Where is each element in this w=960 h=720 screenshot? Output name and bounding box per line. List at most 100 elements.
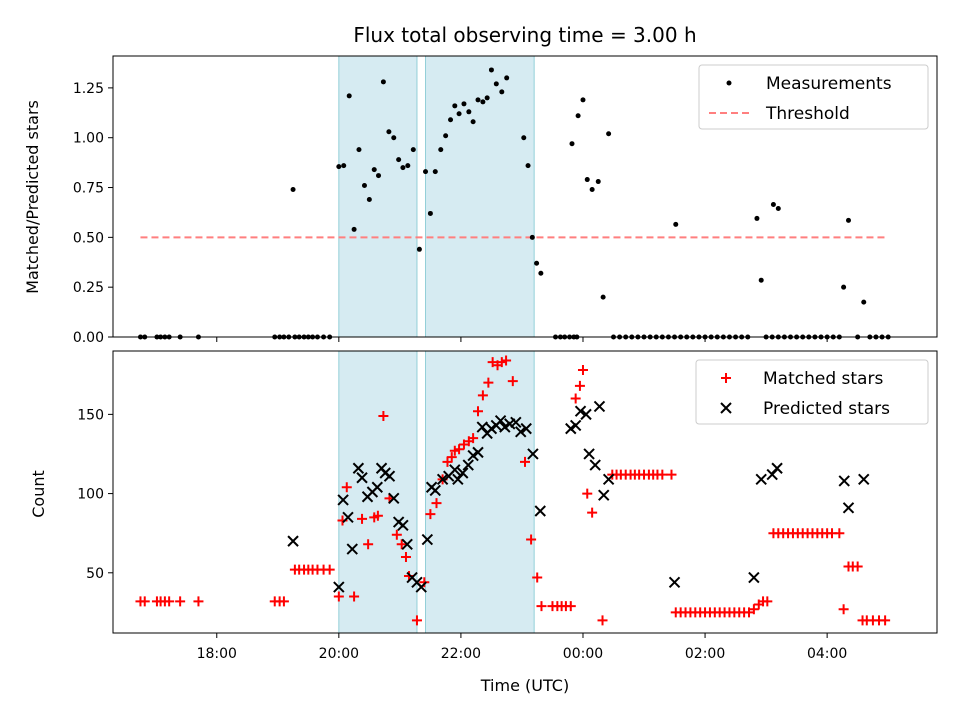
predicted-star-point <box>462 459 474 471</box>
predicted-star-point <box>401 538 413 550</box>
matched-star-point <box>526 534 537 545</box>
matched-star-point <box>501 355 512 366</box>
measurement-point <box>775 205 781 211</box>
matched-star-point <box>532 572 543 583</box>
matched-star-point <box>468 433 479 444</box>
measurement-point <box>341 163 347 169</box>
top-y-axis-label: Matched/Predicted stars <box>23 100 42 294</box>
predicted-star-point <box>569 419 582 432</box>
matched-star-point <box>175 596 186 607</box>
measurement-point <box>534 260 540 266</box>
measurement-point <box>443 133 449 139</box>
predicted-star-point <box>534 505 546 517</box>
measurement-point <box>589 187 595 193</box>
measurement-point <box>600 294 606 300</box>
predicted-star-point <box>342 511 354 524</box>
measurement-point <box>423 169 429 175</box>
legend-label: Measurements <box>766 74 892 94</box>
matched-star-point <box>333 591 344 602</box>
matched-star-point <box>431 498 442 509</box>
matched-star-point <box>483 377 494 388</box>
predicted-star-point <box>457 467 469 479</box>
predicted-star-point <box>520 422 532 435</box>
matched-star-point <box>400 551 411 562</box>
predicted-star-point <box>583 448 595 460</box>
measurement-point <box>673 221 679 227</box>
matched-star-point <box>341 482 352 493</box>
top-axes-frame <box>112 55 938 338</box>
matched-star-point <box>748 604 759 615</box>
measurement-point <box>569 141 575 147</box>
measurement-point <box>346 93 352 99</box>
predicted-star-point <box>476 421 488 433</box>
matched-star-point <box>193 596 204 607</box>
observing-interval-2 <box>425 350 535 634</box>
measurement-point <box>290 187 296 193</box>
predicted-star-point <box>388 492 400 505</box>
predicted-star-point <box>371 481 383 493</box>
measurement-point <box>376 173 382 179</box>
measurement-point <box>861 299 867 305</box>
measurement-point <box>538 270 544 276</box>
legend-box <box>698 64 929 130</box>
predicted-star-point <box>383 470 396 482</box>
predicted-star-point <box>589 459 601 471</box>
predicted-star-point <box>748 571 760 584</box>
measurement-point <box>584 177 590 183</box>
x-axis-label: Time (UTC) <box>480 676 569 695</box>
matched-star-point <box>454 444 465 455</box>
x-tick-label: 04:00 <box>807 646 847 662</box>
measurement-point <box>488 67 494 73</box>
predicted-star-point <box>838 475 850 487</box>
measurement-point <box>448 117 454 123</box>
matched-star-point <box>411 615 422 626</box>
measurement-point <box>754 215 760 221</box>
predicted-star-point <box>397 519 409 531</box>
measurement-point <box>380 79 386 85</box>
legend-label: Matched stars <box>763 369 883 389</box>
predicted-star-point <box>436 473 449 486</box>
measurement-point <box>480 99 486 105</box>
predicted-star-point <box>593 400 606 413</box>
predicted-star-point <box>287 535 299 547</box>
measurement-point <box>427 210 433 216</box>
matched-star-point <box>425 509 436 520</box>
measurement-point <box>452 103 458 109</box>
predicted-star-point <box>421 533 434 546</box>
y-tick-label: 0.50 <box>73 230 104 246</box>
chart-title: Flux total observing time = 3.00 h <box>353 23 696 47</box>
measurement-point <box>499 89 505 95</box>
matched-star-point <box>357 513 368 524</box>
matched-star-point <box>597 615 608 626</box>
predicted-star-point <box>352 462 365 474</box>
y-tick-label: 1.25 <box>73 81 104 97</box>
bottom-y-axis-label: Count <box>29 470 48 518</box>
matched-star-point <box>570 393 581 404</box>
matched-star-point <box>446 452 457 463</box>
legend-label: Threshold <box>765 104 850 124</box>
measurement-point <box>396 157 402 163</box>
matched-star-point <box>520 456 530 467</box>
predicted-star-point <box>337 494 349 506</box>
legend-label: Predicted stars <box>763 399 890 419</box>
matched-star-point <box>587 507 598 518</box>
measurement-point <box>529 234 535 240</box>
matched-star-point <box>391 529 402 540</box>
measurement-point <box>470 119 476 125</box>
predicted-star-point <box>510 416 522 428</box>
matched-star-point <box>880 615 891 626</box>
matched-star-point <box>324 564 335 575</box>
matched-star-point <box>363 539 374 550</box>
measurement-point <box>841 284 847 290</box>
predicted-star-point <box>842 502 855 514</box>
measurement-point <box>525 163 531 169</box>
legend-plus-marker <box>721 373 731 383</box>
measurement-point <box>405 163 411 169</box>
predicted-star-point <box>346 543 358 555</box>
legend-dot-marker <box>726 80 732 86</box>
predicted-star-point <box>771 462 783 474</box>
predicted-star-point <box>356 472 368 484</box>
matched-star-point <box>834 528 845 539</box>
matched-star-point <box>762 596 773 607</box>
